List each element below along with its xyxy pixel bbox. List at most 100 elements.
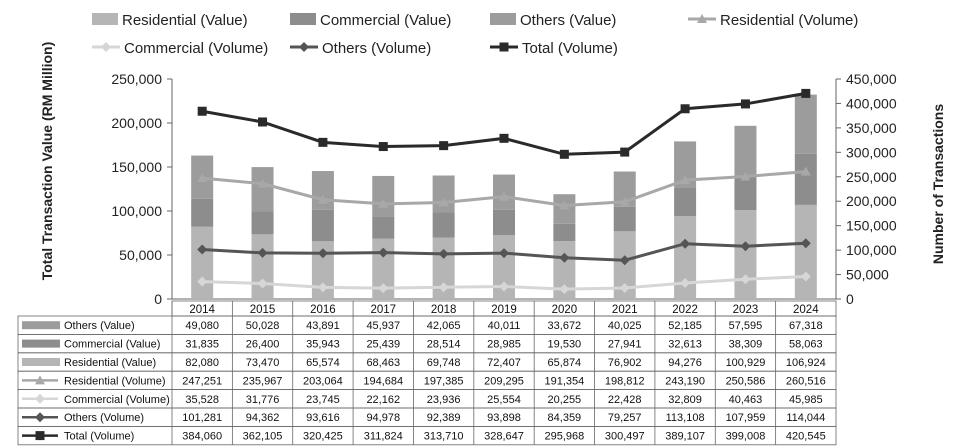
table-cell: 295,968 bbox=[544, 431, 584, 443]
point-residential-volume bbox=[619, 196, 630, 206]
table-cell: 94,978 bbox=[366, 412, 400, 424]
table-cell: 191,354 bbox=[544, 375, 584, 387]
table-row-swatch bbox=[22, 339, 60, 348]
point-commercial-volume bbox=[740, 274, 751, 285]
table-row-label: Others (Volume) bbox=[64, 412, 144, 424]
table-cell: 42,065 bbox=[427, 320, 461, 332]
table-row-residential-volume: Residential (Volume) 247,251 235,967 203,06… bbox=[17, 370, 837, 391]
bar-commercial-value bbox=[372, 216, 395, 239]
table-cell: 300,497 bbox=[605, 431, 645, 443]
y-right-tick-label: 300,000 bbox=[846, 144, 897, 160]
legend-marker bbox=[101, 42, 111, 52]
table-cell: 247,251 bbox=[182, 375, 222, 387]
legend-marker bbox=[299, 42, 309, 52]
point-others-volume bbox=[257, 247, 268, 258]
table-row-border bbox=[17, 425, 837, 446]
point-residential-volume bbox=[800, 166, 811, 176]
table-year-label: 2014 bbox=[189, 304, 215, 316]
table-row-others-value: Others (Value) 49,080 50,028 43,891 45,937 42… bbox=[17, 315, 837, 335]
table-row-marker bbox=[35, 412, 45, 423]
table-cell: 28,985 bbox=[487, 339, 521, 351]
y-right-tick-label: 250,000 bbox=[846, 169, 897, 185]
legend-label: Others (Value) bbox=[520, 12, 616, 29]
table-cell: 389,107 bbox=[665, 431, 705, 443]
legend-item-residential-value: Residential (Value) bbox=[92, 12, 248, 29]
table-cell: 113,108 bbox=[666, 412, 705, 424]
table-cell: 198,812 bbox=[605, 375, 645, 387]
table-cell: 65,874 bbox=[548, 357, 582, 369]
table-cell: 40,463 bbox=[729, 394, 763, 406]
bar-others-value bbox=[794, 94, 817, 154]
table-cell: 25,554 bbox=[487, 394, 521, 406]
table-row-marker bbox=[35, 431, 45, 441]
table-row-total-volume: Total (Volume) 384,060 362,105 320,425 311,8… bbox=[17, 425, 837, 446]
table-row-label: Residential (Volume) bbox=[64, 375, 166, 387]
table-cell: 45,985 bbox=[789, 394, 823, 406]
point-commercial-volume bbox=[197, 276, 208, 287]
legend-label: Total (Volume) bbox=[522, 40, 618, 57]
point-total-volume bbox=[439, 141, 449, 151]
table-cell: 82,080 bbox=[185, 357, 219, 369]
point-others-volume bbox=[197, 244, 208, 255]
table-year-label: 2024 bbox=[793, 304, 819, 316]
y-left-tick-label: 150,000 bbox=[111, 159, 162, 175]
chart-legend: Residential (Value) Commercial (Value) Oth… bbox=[92, 12, 858, 57]
y-axis-left-label: Total Transaction Value (RM Million) bbox=[39, 42, 55, 281]
bar-residential-value bbox=[734, 210, 757, 299]
point-total-volume bbox=[378, 142, 388, 152]
bar-residential-value bbox=[794, 204, 817, 299]
table-year-label: 2015 bbox=[250, 304, 276, 316]
table-year-label: 2022 bbox=[672, 304, 698, 316]
table-cell: 65,574 bbox=[306, 357, 340, 369]
table-cell: 49,080 bbox=[185, 320, 219, 332]
table-cell: 94,276 bbox=[668, 357, 702, 369]
table-cell: 107,959 bbox=[726, 412, 766, 424]
table-cell: 235,967 bbox=[243, 375, 283, 387]
bar-others-value bbox=[372, 175, 395, 217]
table-year-label: 2020 bbox=[552, 304, 578, 316]
y-right-tick-label: 100,000 bbox=[846, 242, 897, 258]
table-year-label: 2023 bbox=[733, 304, 759, 316]
point-others-volume bbox=[619, 255, 630, 266]
table-cell: 52,185 bbox=[668, 320, 702, 332]
y-right-tick-label: 150,000 bbox=[846, 218, 897, 234]
table-row-swatch bbox=[22, 358, 60, 366]
table-cell: 101,281 bbox=[182, 412, 222, 424]
table-cell: 22,428 bbox=[608, 394, 642, 406]
table-row-label: Commercial (Value) bbox=[64, 339, 160, 351]
point-others-volume bbox=[559, 252, 570, 263]
bar-residential-value bbox=[191, 226, 214, 299]
table-cell: 328,647 bbox=[484, 431, 524, 443]
table-cell: 22,162 bbox=[366, 394, 400, 406]
plot-area: 0 50,000 100,000 150,000 200,000 250,000 0 50,0… bbox=[111, 71, 896, 307]
table-cell: 420,545 bbox=[786, 431, 826, 443]
table-row-swatch bbox=[22, 321, 60, 330]
table-cell: 33,672 bbox=[548, 320, 582, 332]
bar-residential-value bbox=[251, 234, 274, 299]
table-cell: 26,400 bbox=[246, 339, 280, 351]
table-cell: 57,595 bbox=[729, 320, 763, 332]
point-others-volume bbox=[499, 248, 509, 259]
point-commercial-volume bbox=[378, 283, 389, 294]
bar-commercial-value bbox=[553, 223, 576, 242]
table-cell: 209,295 bbox=[484, 375, 524, 387]
y-right-tick-label: 350,000 bbox=[846, 120, 897, 136]
table-cell: 399,008 bbox=[726, 431, 766, 443]
legend-item-commercial-volume: Commercial (Volume) bbox=[92, 40, 268, 57]
table-cell: 106,924 bbox=[786, 357, 826, 369]
table-cell: 35,943 bbox=[306, 339, 340, 351]
legend-marker bbox=[697, 14, 707, 23]
table-cell: 50,028 bbox=[246, 320, 280, 332]
point-total-volume bbox=[680, 104, 690, 114]
point-commercial-volume bbox=[680, 277, 691, 288]
bar-others-value bbox=[251, 167, 274, 212]
table-cell: 93,898 bbox=[487, 412, 521, 424]
table-cell: 73,470 bbox=[246, 357, 280, 369]
legend-label: Commercial (Volume) bbox=[124, 40, 268, 57]
table-year-label: 2021 bbox=[612, 304, 638, 316]
point-residential-volume bbox=[317, 194, 328, 204]
table-cell: 40,011 bbox=[488, 320, 521, 332]
point-residential-volume bbox=[378, 198, 389, 208]
table-cell: 320,425 bbox=[303, 431, 343, 443]
